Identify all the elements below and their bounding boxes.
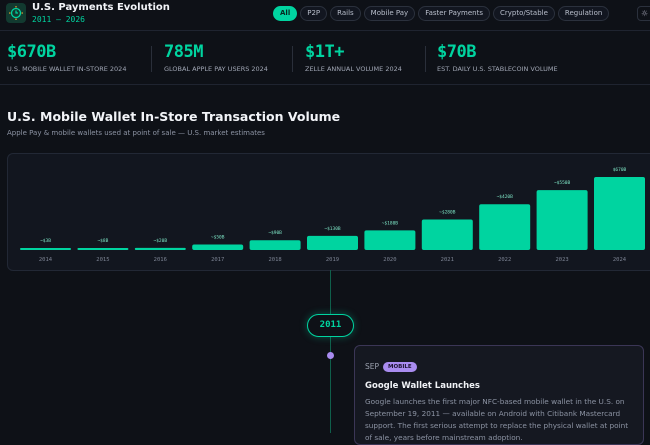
section-title: U.S. Mobile Wallet In-Store Transaction … — [7, 109, 341, 124]
bar-label: ~$90B — [268, 230, 282, 236]
stat-mobile-wallet: $670B U.S. MOBILE WALLET IN-STORE 2024 — [7, 42, 126, 73]
bar-2020 — [364, 230, 416, 250]
bar-2021 — [421, 219, 473, 250]
bar-chart: ~$3B 2014 ~$8B 2015 ~$20B 2016 ~$50B 2017 ~$90B 2… — [20, 167, 645, 263]
x-tick-label: 2021 — [441, 257, 454, 263]
filter-rails[interactable]: Rails — [330, 6, 361, 21]
stat-label: GLOBAL APPLE PAY USERS 2024 — [164, 65, 268, 73]
x-tick-label: 2014 — [39, 257, 53, 263]
event-month: SEP — [365, 362, 380, 371]
bar-2014 — [20, 248, 71, 250]
x-tick-label: 2023 — [555, 257, 568, 263]
event-tag: MOBILE — [383, 361, 417, 372]
x-tick-label: 2015 — [96, 257, 109, 263]
stat-label: ZELLE ANNUAL VOLUME 2024 — [305, 65, 402, 73]
stat-value: $670B — [7, 42, 56, 62]
stat-value: 785M — [164, 42, 203, 62]
bar-label: ~$20B — [154, 238, 168, 244]
bar-2015 — [77, 248, 129, 250]
bar-label: ~$50B — [211, 235, 225, 241]
event-card[interactable]: SEP MOBILE Google Wallet Launches Google … — [354, 345, 644, 445]
app-header: U.S. Payments Evolution 2011 – 2026 All P… — [0, 0, 650, 31]
chart-panel: ~$3B 2014 ~$8B 2015 ~$20B 2016 ~$50B 2017 ~$90B 2… — [7, 153, 650, 271]
bar-label: ~$550B — [554, 180, 571, 186]
stat-value: $1T+ — [305, 42, 344, 62]
filter-crypto-stable[interactable]: Crypto/Stable — [492, 6, 555, 21]
bar-label: ~$8B — [97, 238, 108, 244]
clock-icon — [6, 3, 26, 23]
stat-apple-pay: 785M GLOBAL APPLE PAY USERS 2024 — [164, 42, 268, 73]
bar-2019 — [307, 235, 358, 250]
stats-bar: $670B U.S. MOBILE WALLET IN-STORE 2024 78… — [0, 32, 650, 85]
x-tick-label: 2024 — [613, 257, 627, 263]
filter-mobile-pay[interactable]: Mobile Pay — [363, 6, 416, 21]
bar-2017 — [192, 244, 244, 250]
x-tick-label: 2018 — [268, 257, 281, 263]
stat-label: U.S. MOBILE WALLET IN-STORE 2024 — [7, 65, 127, 73]
bar-2024 — [594, 177, 645, 250]
bar-2018 — [249, 240, 301, 250]
bar-label: ~$130B — [324, 226, 341, 232]
x-tick-label: 2020 — [383, 257, 396, 263]
stat-label: EST. DAILY U.S. STABLECOIN VOLUME — [437, 65, 558, 73]
filter-faster-payments[interactable]: Faster Payments — [418, 6, 490, 21]
bar-2016 — [134, 247, 186, 250]
event-body: Google launches the first major NFC-base… — [365, 397, 629, 442]
bar-2022 — [479, 204, 531, 250]
filter-p2p[interactable]: P2P — [300, 6, 328, 21]
bar-2023 — [536, 190, 588, 250]
app-years: 2011 – 2026 — [32, 15, 85, 24]
bar-label: ~$3B — [40, 238, 51, 244]
bar-label: $670B — [613, 167, 627, 173]
timeline-line — [330, 270, 331, 433]
x-tick-label: 2022 — [498, 257, 511, 263]
event-dot — [327, 352, 334, 359]
filter-bar: All P2P Rails Mobile Pay Faster Payments Cryp… — [273, 6, 610, 21]
filter-regulation[interactable]: Regulation — [557, 6, 610, 21]
bar-label: ~$420B — [497, 194, 514, 200]
theme-toggle-button[interactable]: ☼ — [637, 6, 650, 21]
divider — [292, 46, 293, 72]
x-tick-label: 2019 — [326, 257, 339, 263]
event-title: Google Wallet Launches — [365, 381, 480, 391]
stat-stablecoin: $70B EST. DAILY U.S. STABLECOIN VOLUME — [437, 42, 558, 73]
app-title: U.S. Payments Evolution — [32, 2, 170, 13]
divider — [425, 46, 426, 72]
bar-label: ~$280B — [439, 209, 456, 215]
stat-value: $70B — [437, 42, 476, 62]
section-subtitle: Apple Pay & mobile wallets used at point… — [7, 129, 265, 137]
stat-zelle: $1T+ ZELLE ANNUAL VOLUME 2024 — [305, 42, 402, 73]
x-tick-label: 2017 — [211, 257, 224, 263]
year-marker[interactable]: 2011 — [307, 314, 354, 337]
x-tick-label: 2016 — [154, 257, 167, 263]
bar-label: ~$180B — [382, 220, 399, 226]
sun-icon: ☼ — [641, 9, 649, 18]
divider — [151, 46, 152, 72]
filter-all[interactable]: All — [273, 6, 298, 21]
